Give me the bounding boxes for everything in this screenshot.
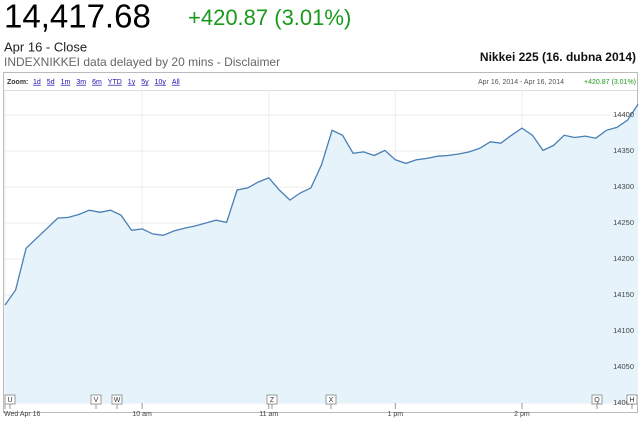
zoom-label: Zoom:	[7, 79, 28, 86]
flag-label[interactable]: H	[629, 397, 634, 404]
x-tick-label: 1 pm	[388, 411, 404, 418]
y-tick-label: 14250	[613, 218, 634, 227]
flag-box[interactable]	[325, 394, 337, 405]
zoom-option[interactable]: 1y	[128, 79, 136, 86]
zoom-option[interactable]: All	[172, 79, 180, 86]
flag-box[interactable]	[266, 394, 278, 405]
flag-box[interactable]	[4, 394, 16, 405]
y-tick-label: 14300	[613, 182, 634, 191]
y-tick-label: 14150	[613, 290, 634, 299]
price-change: +420.87 (3.01%)	[188, 5, 351, 30]
x-tick-label: Wed Apr 16	[4, 411, 41, 418]
flag-label[interactable]: V	[94, 397, 99, 404]
price: 14,417.68	[4, 0, 151, 35]
zoom-option[interactable]: 1m	[61, 79, 71, 86]
zoom-option[interactable]: YTD	[108, 79, 122, 86]
flag-box[interactable]	[591, 394, 603, 405]
x-tick-label: 11 am	[259, 411, 278, 418]
date-status: Apr 16 - Close	[4, 39, 87, 54]
range: Apr 16, 2014 - Apr 16, 2014	[478, 79, 564, 86]
flag-label[interactable]: W	[114, 397, 121, 404]
range-change: +420.87 (3.01%)	[584, 79, 636, 86]
y-tick-label: 14050	[613, 362, 634, 371]
y-tick-label: 14400	[613, 110, 634, 119]
flag-box[interactable]	[111, 394, 123, 405]
caption: Nikkei 225 (16. dubna 2014)	[480, 50, 636, 64]
flag-label[interactable]: Z	[270, 397, 275, 404]
price-line	[4, 104, 639, 306]
flag-label[interactable]: Q	[594, 397, 600, 404]
zoom-option[interactable]: 5d	[47, 79, 55, 86]
flag-label[interactable]: U	[7, 397, 12, 404]
y-tick-label: 14100	[613, 326, 634, 335]
zoom-option[interactable]: 3m	[76, 79, 86, 86]
x-tick-label: 2 pm	[514, 411, 530, 418]
flag-box[interactable]	[90, 394, 102, 405]
zoom-option[interactable]: 1d	[33, 79, 41, 86]
zoom-option[interactable]: 5y	[141, 79, 149, 86]
y-tick-label: 14350	[613, 146, 634, 155]
flag-label[interactable]: X	[329, 397, 334, 404]
x-tick-label: 10 am	[132, 411, 152, 418]
area-fill	[5, 104, 638, 404]
y-tick-label: 14000	[613, 398, 634, 407]
y-tick-label: 14200	[613, 254, 634, 263]
zoom-option[interactable]: 6m	[92, 79, 102, 86]
zoom-option[interactable]: 10y	[155, 79, 167, 86]
flag-box[interactable]	[626, 394, 638, 405]
source-note: INDEXNIKKEI data delayed by 20 mins - Di…	[4, 55, 280, 69]
toolbar: Zoom: Apr 16, 2014 - Apr 16, 2014 +420.8…	[7, 79, 636, 86]
